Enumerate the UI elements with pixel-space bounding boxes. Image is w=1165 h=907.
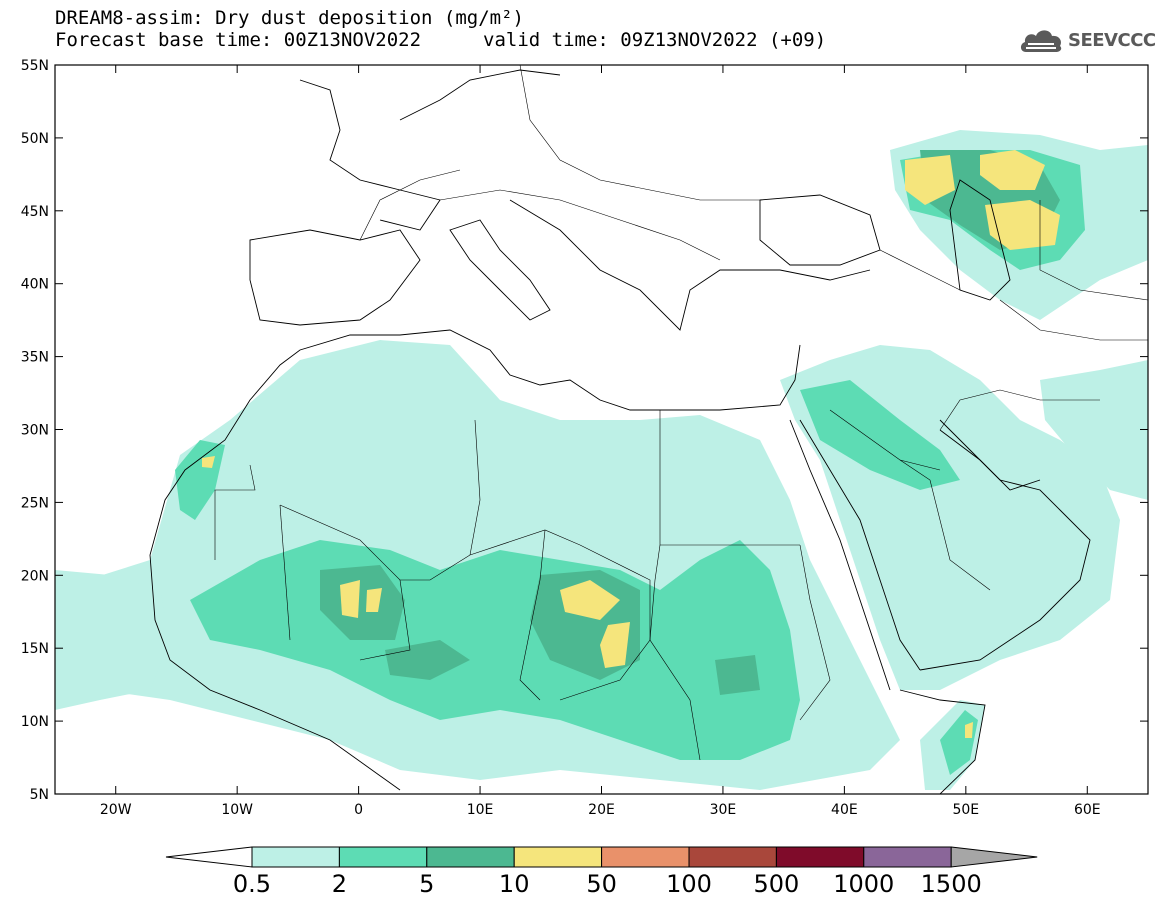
colorbar-swatch: [251, 846, 340, 868]
coast-italy: [449, 219, 551, 321]
colorbar-swatch: [688, 846, 777, 868]
colorbar-swatch: [601, 846, 690, 868]
lon-tick-label: 10E: [467, 802, 494, 818]
coast-black-sea: [759, 194, 881, 266]
lat-tick-label: 55N: [21, 58, 49, 74]
latitude-axis: 55N 50N 45N 40N 35N 30N 25N 20N 15N 10N 5N: [21, 58, 1148, 803]
dust-region-caspian-core: [905, 155, 955, 205]
dust-region-sudan: [715, 655, 760, 695]
coast-france-uk: [299, 79, 441, 231]
logo-text: SEEVCCC: [1068, 29, 1156, 51]
colorbar-label: 1000: [833, 870, 894, 898]
colorbar-label: 500: [753, 870, 799, 898]
coast-west-africa: [149, 554, 401, 791]
coast-iberia: [249, 229, 421, 326]
lon-tick-label: 30E: [710, 802, 737, 818]
lat-tick-label: 50N: [21, 131, 49, 147]
dust-region-mali-core-2: [366, 588, 382, 612]
colorbar-label: 1500: [921, 870, 982, 898]
lat-tick-label: 35N: [21, 350, 49, 366]
lat-tick-label: 20N: [21, 568, 49, 584]
coast-persian-gulf: [939, 429, 1041, 491]
colorbar-label: 10: [499, 870, 530, 898]
dust-region-somalia-core: [965, 722, 973, 738]
lat-tick-label: 10N: [21, 714, 49, 730]
lon-tick-label: 60E: [1074, 802, 1101, 818]
map-title: DREAM8-assim: Dry dust deposition (mg/m²…: [55, 7, 524, 29]
coastlines: [149, 69, 1091, 794]
coast-balkans: [509, 199, 871, 331]
lon-tick-label: 10W: [221, 802, 253, 818]
lat-tick-label: 40N: [21, 277, 49, 293]
dust-region-chad-core: [560, 580, 620, 620]
colorbar-label: 100: [666, 870, 712, 898]
colorbar-label: 50: [586, 870, 617, 898]
colorbar-swatch: [863, 846, 952, 868]
lat-tick-label: 5N: [30, 787, 49, 803]
dust-region-west-africa: [55, 570, 170, 710]
lon-tick-label: 20E: [588, 802, 615, 818]
lon-tick-label: 50E: [952, 802, 979, 818]
dust-region-mali-core: [340, 580, 360, 618]
colorbar-label: 0.5: [233, 870, 271, 898]
dust-region-kazakh-core: [980, 150, 1045, 190]
dust-region-morocco-core: [202, 456, 215, 468]
coast-horn: [899, 689, 986, 794]
dust-region-uzbek-core: [985, 200, 1060, 250]
colorbar-high-extension: [950, 846, 1038, 868]
colorbar-low-extension: [165, 846, 253, 868]
colorbar-swatch: [513, 846, 603, 868]
country-borders: [214, 65, 1148, 761]
lon-tick-label: 20W: [100, 802, 132, 818]
dust-level-10: [202, 150, 1060, 738]
dust-region-chad-core-2: [600, 622, 630, 668]
cloud-icon: [1020, 30, 1062, 52]
coast-north-europe: [399, 69, 561, 121]
forecast-base-time: Forecast base time: 00Z13NOV2022: [55, 29, 422, 51]
lat-tick-label: 45N: [21, 204, 49, 220]
lat-tick-label: 25N: [21, 495, 49, 511]
valid-time: valid time: 09Z13NOV2022 (+09): [483, 29, 827, 51]
colorbar-label: 2: [332, 870, 347, 898]
colorbar-swatch: [426, 846, 515, 868]
map-plot-area: [55, 65, 1148, 794]
colorbar-swatch: [338, 846, 428, 868]
coast-red-sea: [789, 419, 891, 691]
lon-tick-label: 40E: [831, 802, 858, 818]
lat-tick-label: 30N: [21, 423, 49, 439]
colorbar-legend: 0.5 2 5 10 50 100 500 1000 1500: [165, 846, 1038, 898]
dust-region-arabia: [800, 380, 960, 490]
coast-red-sea-east: [799, 419, 921, 671]
lat-tick-label: 15N: [21, 641, 49, 657]
dust-region-niger: [385, 640, 470, 680]
coast-caspian: [949, 179, 1011, 301]
coast-north-africa: [149, 329, 801, 556]
colorbar-label: 5: [419, 870, 434, 898]
dust-region-mali: [320, 565, 405, 640]
seevccc-logo: SEEVCCC: [1018, 22, 1156, 58]
dust-region-iran: [1040, 360, 1148, 500]
longitude-axis: 20W 10W 0 10E 20E 30E 40E 50E 60E: [100, 65, 1101, 818]
colorbar-swatch: [775, 846, 865, 868]
lon-tick-label: 0: [354, 802, 363, 818]
